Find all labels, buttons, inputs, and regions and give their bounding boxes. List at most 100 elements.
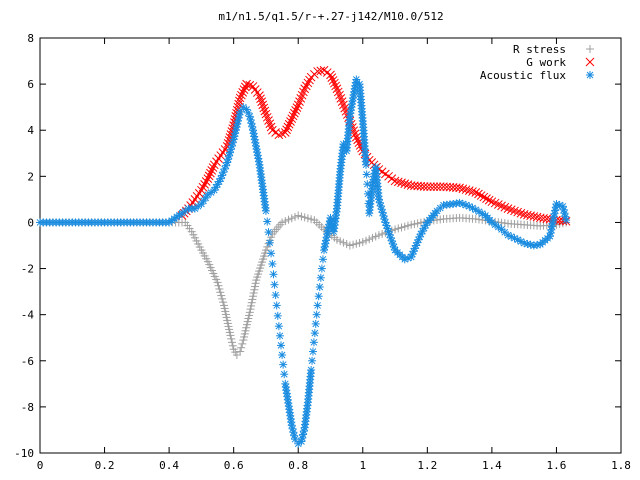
data-point [301,81,311,91]
data-point [330,78,339,88]
x-tick-label: 1 [359,459,366,472]
data-point [422,182,432,192]
y-tick-label: -10 [14,447,34,460]
data-point [280,370,289,379]
data-point [213,278,222,287]
data-point [259,103,269,113]
data-point [308,347,317,356]
data-point [490,198,500,208]
data-point [349,240,358,249]
data-point [426,182,435,192]
data-point [260,106,270,116]
data-point [263,217,272,226]
data-point [236,347,245,356]
data-point [270,280,279,289]
data-point [316,66,326,76]
data-point [214,281,223,290]
y-tick-label: 6 [27,78,34,91]
data-point [296,94,306,103]
data-point [491,220,500,229]
data-point [327,73,337,83]
data-point [326,70,335,80]
data-point [400,179,410,189]
data-point [268,259,277,268]
data-point [246,305,255,314]
y-tick-label: 4 [27,124,34,137]
data-point [206,168,215,178]
data-point [400,222,409,231]
data-point [318,255,327,264]
data-point [294,211,303,220]
data-point [394,224,403,233]
x-tick-label: 1.2 [417,459,437,472]
y-tick-label: -8 [21,401,34,414]
data-point [266,122,276,132]
data-point [247,301,256,310]
data-point [265,119,275,129]
marks-layer [36,65,571,448]
data-point [374,231,383,240]
data-point [275,331,284,340]
data-point [345,241,354,250]
legend-marker [586,45,594,53]
data-point [237,343,246,352]
data-point [264,116,273,125]
data-point [350,129,360,139]
legend-label: Acoustic flux [480,69,566,82]
data-point [393,177,403,187]
data-point [336,237,345,246]
data-point [339,100,348,110]
chart-title: m1/n1.5/q1.5/r-+.27-j142/M10.0/512 [218,10,443,23]
data-point [278,351,287,360]
data-point [278,218,287,227]
data-point [351,132,361,142]
data-point [290,435,299,444]
data-point [269,270,278,279]
data-point [273,311,282,320]
data-point [479,192,489,202]
data-point [208,163,218,172]
data-point [516,208,526,218]
data-point [197,185,206,195]
legend-marker [586,71,594,79]
data-point [248,295,257,304]
y-tick-label: -2 [21,263,34,276]
data-point [397,223,406,232]
data-point [299,87,308,97]
data-point [507,232,516,241]
data-point [410,220,419,229]
plot-frame [39,37,622,454]
data-point [288,111,298,121]
legend-marker [585,57,595,67]
data-point [218,294,227,303]
data-point [216,288,225,297]
data-point [261,109,271,119]
x-tick-label: 1.8 [611,459,631,472]
data-point [250,285,259,294]
data-point [237,90,246,100]
y-tick-label: 0 [27,216,34,229]
x-tick-label: 0.6 [224,459,244,472]
data-point [232,351,241,360]
data-point [371,232,380,241]
data-point [478,209,487,218]
data-point [337,97,347,106]
data-point [312,310,321,319]
data-point [219,298,228,307]
data-point [280,128,290,137]
data-point [251,279,260,288]
x-tick-label: 0 [37,459,44,472]
data-point [247,298,256,307]
data-point [468,187,477,196]
data-point [200,180,209,189]
data-point [378,229,387,238]
data-point [510,206,519,216]
data-point [307,366,316,374]
data-point [317,264,326,273]
data-point [263,242,272,251]
data-point [362,236,371,245]
data-point [283,122,293,132]
data-point [358,238,367,247]
data-point [228,338,237,347]
